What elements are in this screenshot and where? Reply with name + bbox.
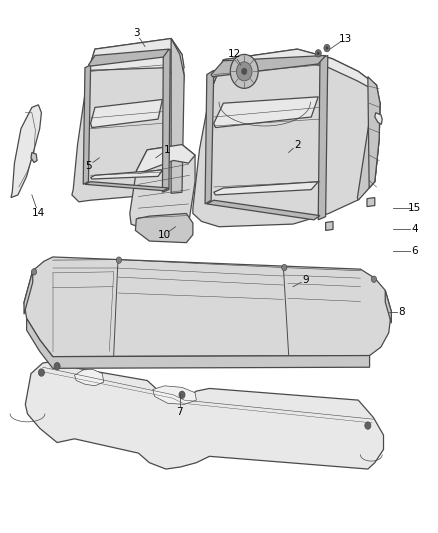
Circle shape <box>317 52 320 55</box>
Text: 15: 15 <box>408 203 421 213</box>
Polygon shape <box>367 198 375 207</box>
Polygon shape <box>31 152 37 163</box>
Text: 4: 4 <box>412 224 418 235</box>
Text: 6: 6 <box>412 246 418 256</box>
Polygon shape <box>207 200 320 220</box>
Polygon shape <box>135 214 193 243</box>
Circle shape <box>315 50 321 57</box>
Polygon shape <box>88 49 169 66</box>
Polygon shape <box>24 271 33 314</box>
Polygon shape <box>375 113 382 124</box>
Circle shape <box>179 391 185 399</box>
Text: 1: 1 <box>163 145 170 155</box>
Polygon shape <box>136 144 195 174</box>
Polygon shape <box>85 182 169 191</box>
Circle shape <box>32 269 37 275</box>
Polygon shape <box>130 144 195 232</box>
Polygon shape <box>83 65 91 184</box>
Polygon shape <box>88 38 184 78</box>
Polygon shape <box>368 77 380 188</box>
Polygon shape <box>214 182 318 195</box>
Polygon shape <box>24 257 391 357</box>
Polygon shape <box>153 386 196 405</box>
Polygon shape <box>91 170 162 179</box>
Circle shape <box>54 362 60 370</box>
Polygon shape <box>91 100 162 127</box>
Circle shape <box>230 54 258 88</box>
Polygon shape <box>211 55 325 77</box>
Circle shape <box>371 276 377 282</box>
Polygon shape <box>205 70 214 204</box>
Circle shape <box>237 62 252 81</box>
Polygon shape <box>11 105 42 198</box>
Circle shape <box>39 369 45 376</box>
Text: 13: 13 <box>339 34 352 44</box>
Polygon shape <box>74 369 104 386</box>
Polygon shape <box>214 97 318 127</box>
Polygon shape <box>171 38 184 193</box>
Polygon shape <box>72 38 184 202</box>
Polygon shape <box>193 49 380 227</box>
Text: 3: 3 <box>133 28 140 38</box>
Text: 5: 5 <box>85 161 92 171</box>
Circle shape <box>116 257 121 263</box>
Text: 8: 8 <box>399 306 405 317</box>
Text: 14: 14 <box>32 208 45 219</box>
Polygon shape <box>27 318 370 368</box>
Polygon shape <box>325 221 333 230</box>
Circle shape <box>325 46 328 50</box>
Text: 9: 9 <box>303 274 309 285</box>
Circle shape <box>324 44 330 52</box>
Polygon shape <box>357 85 380 200</box>
Polygon shape <box>162 49 170 192</box>
Polygon shape <box>318 55 328 220</box>
Polygon shape <box>25 361 384 469</box>
Circle shape <box>242 68 247 75</box>
Polygon shape <box>209 49 377 92</box>
Circle shape <box>365 422 371 429</box>
Text: 10: 10 <box>158 230 171 240</box>
Text: 2: 2 <box>294 140 300 150</box>
Text: 7: 7 <box>177 407 183 417</box>
Text: 12: 12 <box>228 50 241 59</box>
Circle shape <box>282 264 287 271</box>
Polygon shape <box>385 290 391 323</box>
